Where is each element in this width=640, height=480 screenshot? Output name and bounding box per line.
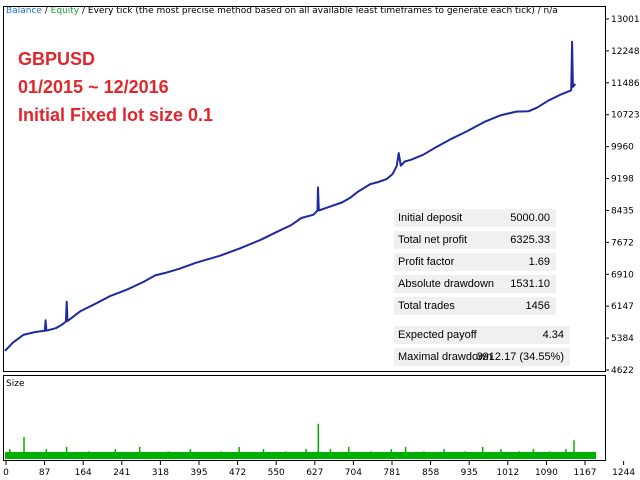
size-bar	[45, 449, 48, 459]
x-tick-label: 550	[268, 468, 285, 478]
size-bar	[404, 446, 407, 459]
annotation-period: 01/2015 ~ 12/2016	[18, 77, 169, 97]
x-tick-label: 472	[229, 468, 246, 478]
size-panel-label: Size	[6, 379, 25, 389]
size-bar	[65, 446, 68, 459]
x-axis: 0 87 164 241 318 395 472 550 627 704 781 858 935 1012…	[3, 461, 635, 478]
y-tick-label: 7672	[611, 238, 634, 248]
x-tick-label: 0	[3, 468, 9, 478]
size-bar	[167, 451, 169, 459]
x-tick-label: 1167	[574, 468, 597, 478]
size-bar	[370, 451, 372, 459]
size-bar	[285, 451, 287, 459]
stat-value: 1456	[525, 300, 550, 312]
stat-label: Absolute drawdown	[398, 278, 495, 290]
stat-row-absolute-drawdown: Absolute drawdown 1531.10	[394, 275, 556, 294]
y-tick-label: 10723	[611, 111, 640, 121]
size-bar	[9, 449, 11, 459]
stat-label: Total trades	[398, 300, 455, 312]
size-bar	[23, 437, 25, 459]
legend-balance: Balance	[6, 6, 42, 16]
stat-label: Initial deposit	[398, 212, 463, 224]
stat-value: 1531.10	[510, 278, 550, 290]
x-tick-label: 1244	[612, 468, 635, 478]
stat-label: Expected payoff	[398, 329, 477, 341]
header-line: Balance / Equity / Every tick (the most …	[6, 6, 558, 16]
x-tick-label: 935	[461, 468, 478, 478]
size-bar	[518, 451, 520, 459]
size-bar	[573, 440, 575, 459]
main-plot-frame	[3, 6, 606, 372]
y-tick-label: 6147	[611, 302, 634, 312]
size-bar	[347, 446, 350, 459]
header-description: / Every tick (the most precise method ba…	[79, 6, 558, 16]
x-tick-label: 164	[75, 468, 92, 478]
x-tick-label: 627	[306, 468, 323, 478]
y-tick-label: 9198	[611, 175, 634, 185]
annotation-lot-size: Initial Fixed lot size 0.1	[18, 105, 214, 125]
y-tick-label: 4622	[611, 366, 634, 376]
stat-value: 3912.17 (34.55%)	[476, 351, 564, 363]
size-bar	[443, 449, 445, 459]
stat-label: Profit factor	[398, 256, 455, 268]
main-series	[4, 40, 577, 352]
size-bar	[500, 449, 502, 459]
size-bar	[390, 449, 393, 459]
size-bar	[548, 451, 551, 459]
size-bar	[114, 449, 117, 459]
legend-equity: Equity	[51, 6, 80, 16]
size-baseline-band	[5, 452, 596, 459]
y-tick-label: 8435	[611, 206, 634, 216]
stat-row-profit-factor: Profit factor 1.69	[394, 253, 556, 272]
y-tick-label: 9960	[611, 143, 634, 153]
stat-row-total-net-profit: Total net profit 6325.33	[394, 231, 556, 250]
stat-row-expected-payoff: Expected payoff 4.34	[394, 326, 570, 345]
equity-line	[4, 40, 577, 352]
x-tick-label: 87	[39, 468, 50, 478]
stat-row-total-trades: Total trades 1456	[394, 297, 556, 316]
annotation-symbol: GBPUSD	[18, 49, 96, 69]
y-tick-label: 12248	[611, 47, 640, 57]
stat-label: Maximal drawdown	[398, 351, 493, 363]
size-bar	[88, 451, 90, 459]
size-bar	[262, 449, 265, 459]
stat-row-maximal-drawdown: Maximal drawdown 3912.17 (34.55%)	[394, 348, 570, 367]
x-tick-label: 781	[383, 468, 400, 478]
size-panel-frame	[3, 375, 606, 461]
x-tick-label: 858	[422, 468, 439, 478]
size-bars	[5, 423, 596, 459]
stat-value: 1.69	[528, 256, 550, 268]
size-bar	[305, 449, 307, 459]
size-bar	[317, 423, 320, 459]
x-tick-label: 395	[190, 468, 207, 478]
stat-value: 6325.33	[510, 234, 550, 246]
y-tick-label: 13001	[611, 15, 640, 25]
stat-value: 4.34	[542, 329, 564, 341]
x-tick-label: 704	[345, 468, 362, 478]
size-bar	[423, 451, 425, 459]
x-tick-label: 1090	[535, 468, 558, 478]
size-bar	[329, 449, 332, 459]
x-tick-label: 318	[152, 468, 169, 478]
size-bar	[189, 449, 192, 459]
size-bar	[481, 446, 484, 459]
size-bar	[565, 449, 567, 459]
size-bar	[532, 449, 535, 459]
y-tick-label: 6910	[611, 270, 634, 280]
stat-value: 5000.00	[510, 212, 550, 224]
stat-row-initial-deposit: Initial deposit 5000.00	[394, 209, 556, 228]
size-bar	[463, 451, 466, 459]
y-tick-label: 11486	[611, 79, 640, 89]
size-bar	[238, 446, 240, 459]
size-bar	[138, 446, 141, 459]
x-tick-label: 241	[113, 468, 130, 478]
y-axis: 13001 12248 11486 10723 9960 9198 8435 7672 6910…	[605, 15, 640, 376]
y-tick-label: 5384	[611, 334, 634, 344]
size-bar	[220, 451, 222, 459]
x-tick-label: 1012	[496, 468, 519, 478]
stat-label: Total net profit	[398, 234, 468, 246]
